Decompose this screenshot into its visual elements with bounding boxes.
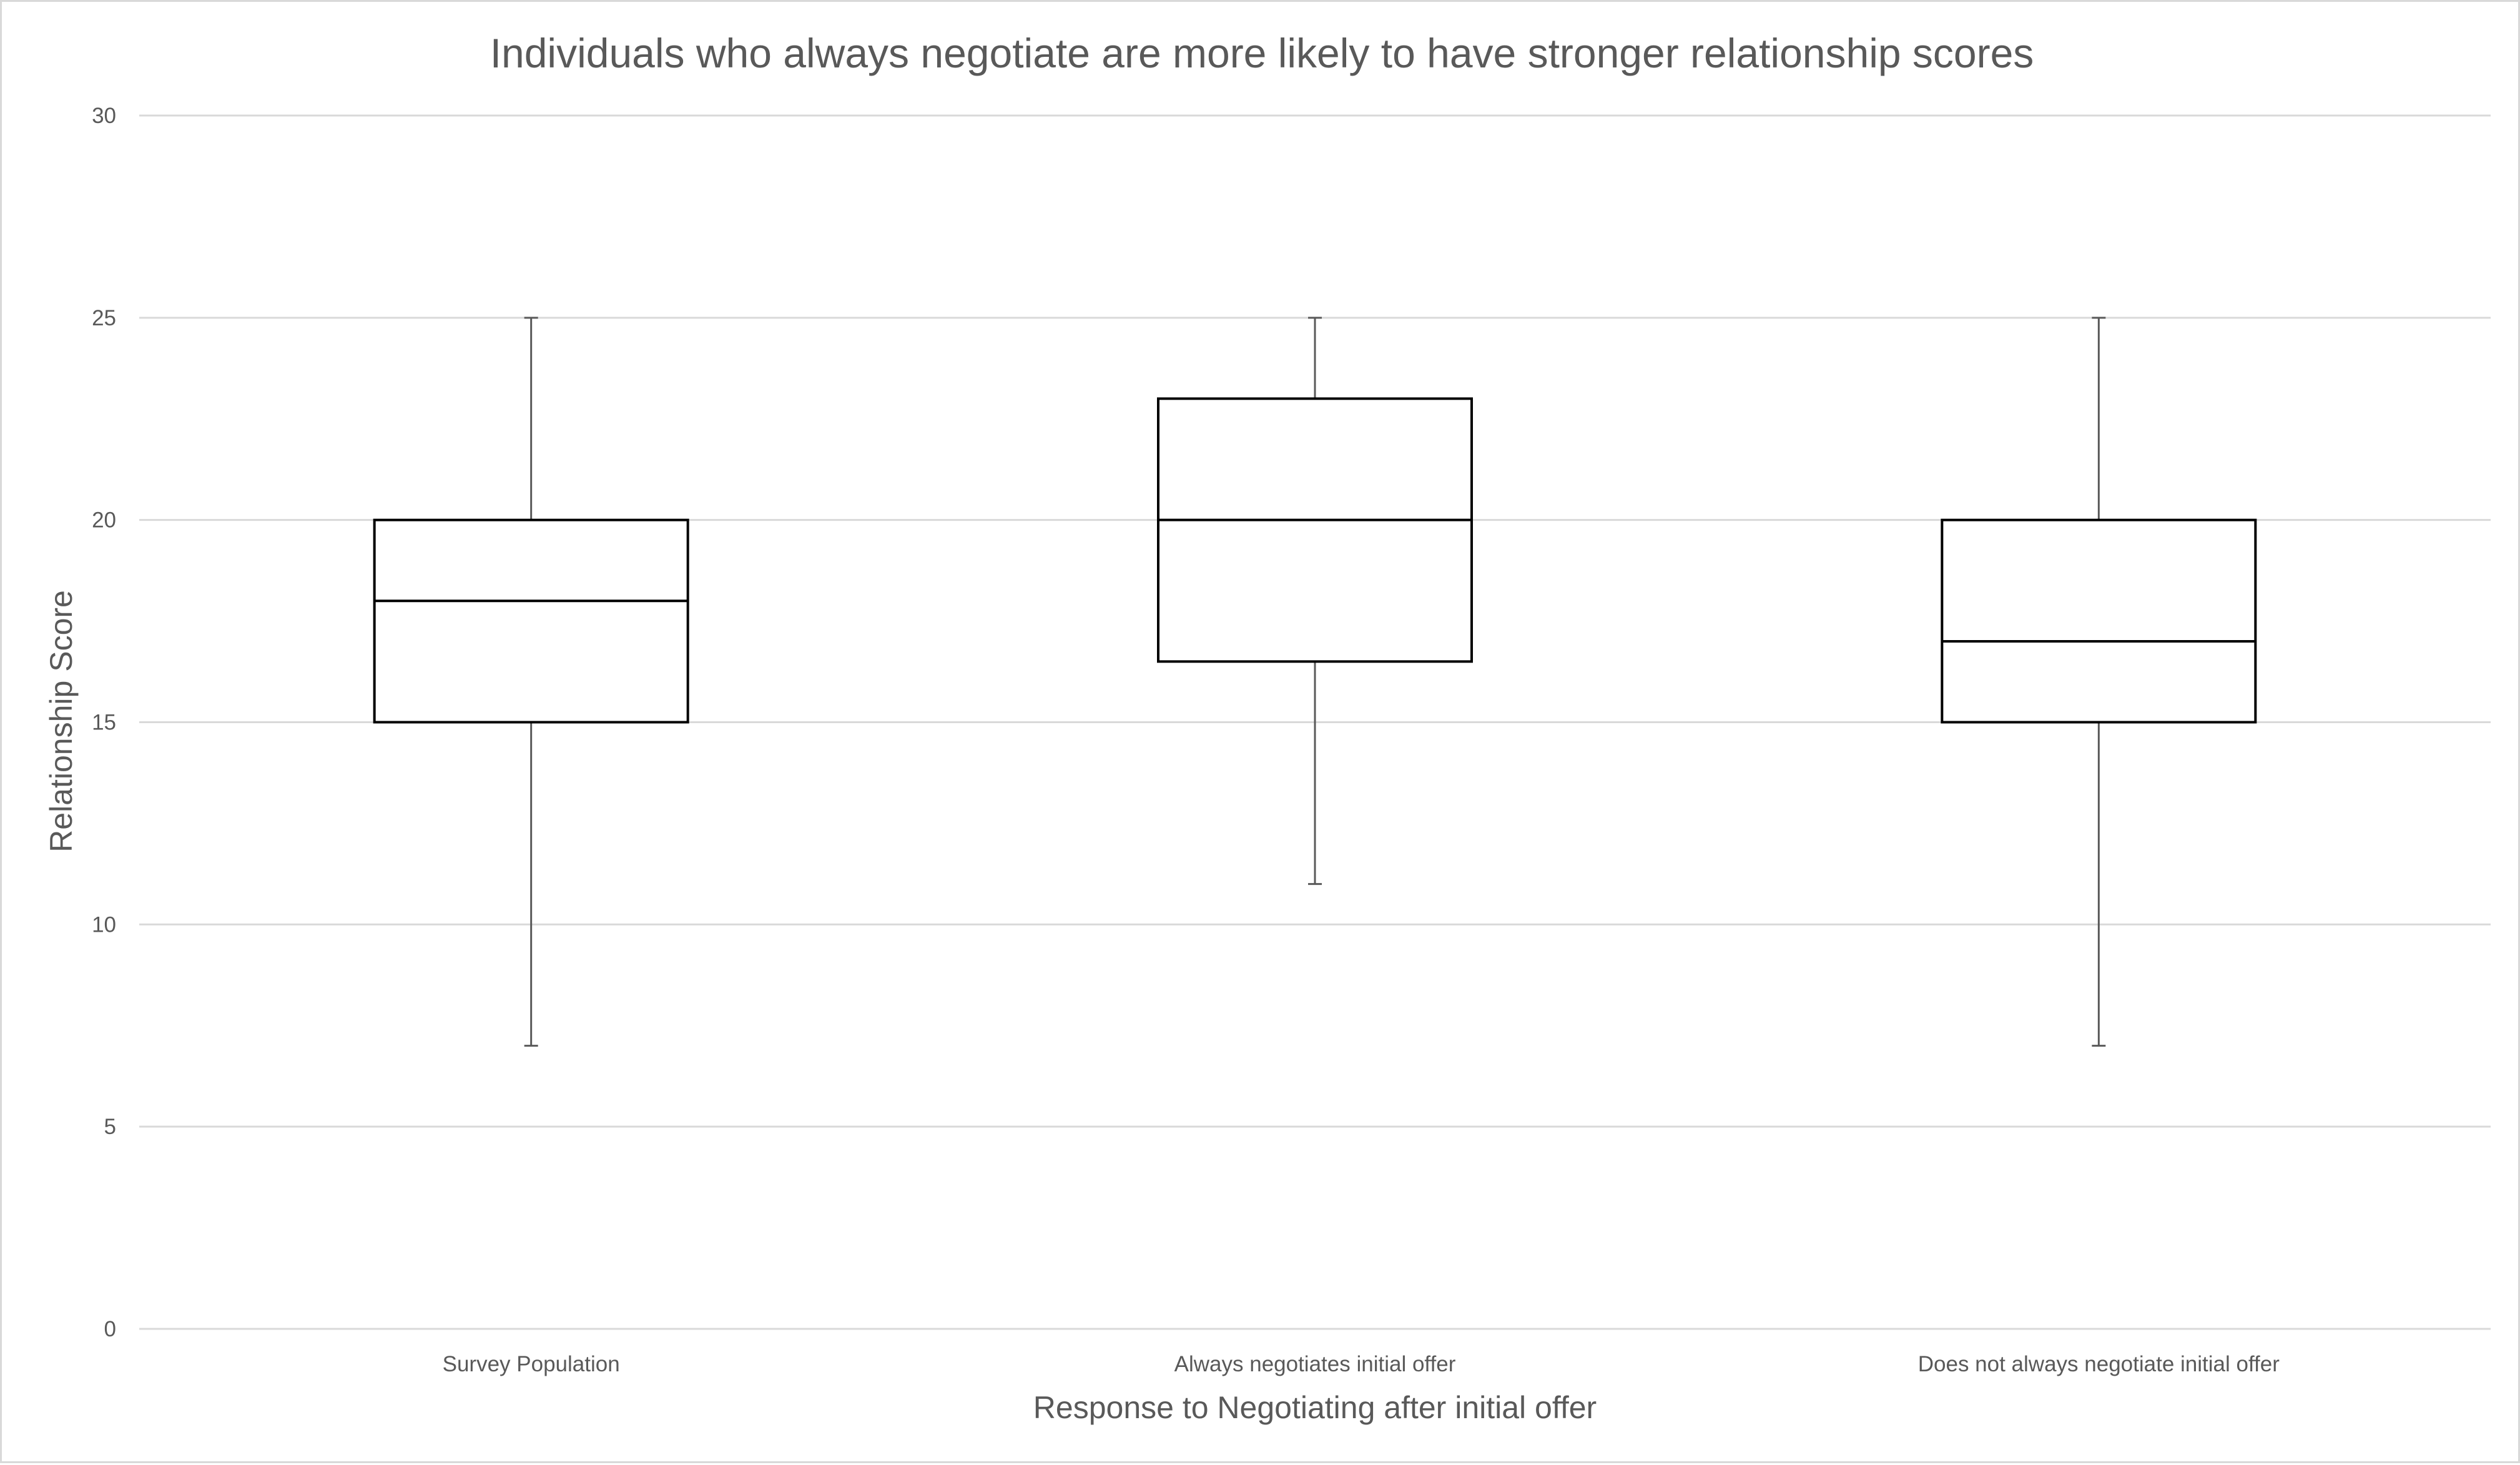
- box-group: [1941, 317, 2257, 1047]
- iqr-box: [1157, 397, 1473, 663]
- y-axis-tick-labels: 0 5 10 15 20 25 30: [92, 104, 116, 1341]
- iqr-box: [1941, 518, 2257, 724]
- y-tick-label: 25: [92, 306, 116, 330]
- y-tick-label: 30: [92, 104, 116, 128]
- chart-title: Individuals who always negotiate are mor…: [490, 30, 2034, 76]
- y-axis-title: Relationship Score: [44, 590, 79, 852]
- box-series: [373, 317, 2257, 1047]
- x-category-label: Always negotiates initial offer: [1174, 1352, 1456, 1376]
- y-tick-label: 10: [92, 912, 116, 937]
- y-tick-label: 20: [92, 508, 116, 533]
- y-tick-label: 5: [104, 1115, 116, 1139]
- x-axis-category-labels: Survey Population Always negotiates initi…: [443, 1352, 2280, 1376]
- x-category-label: Survey Population: [443, 1352, 620, 1376]
- x-category-label: Does not always negotiate initial offer: [1918, 1352, 2280, 1376]
- box-group: [373, 317, 689, 1047]
- y-tick-label: 0: [104, 1317, 116, 1341]
- box-group: [1157, 317, 1473, 885]
- x-axis-title: Response to Negotiating after initial of…: [1033, 1390, 1597, 1425]
- iqr-box: [373, 518, 689, 724]
- y-tick-label: 15: [92, 711, 116, 735]
